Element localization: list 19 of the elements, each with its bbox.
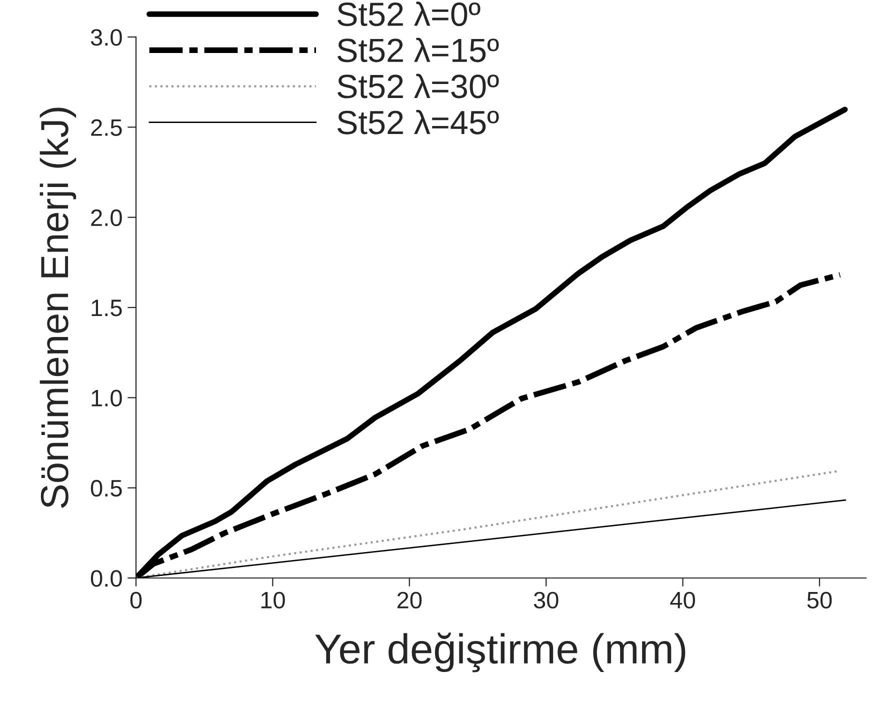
x-tick-label: 0 xyxy=(130,592,142,609)
x-tick-label: 40 xyxy=(670,592,696,609)
x-tick-label: 10 xyxy=(261,592,285,609)
y-tick-label: 1.5 xyxy=(92,300,122,316)
y-tick-label: 0.0 xyxy=(90,570,122,587)
legend-label: St52 λ=30º xyxy=(338,74,499,98)
y-tick-label: 2.5 xyxy=(91,119,122,136)
legend-label: St52 λ=15º xyxy=(338,38,499,62)
legend-label: St52 λ=0º xyxy=(338,2,480,26)
y-tick-label: 1.0 xyxy=(92,390,122,406)
x-tick-label: 50 xyxy=(807,592,832,609)
x-tick-label: 30 xyxy=(534,592,558,609)
y-tick-label: 2.0 xyxy=(91,209,122,226)
legend-label: St52 λ=45º xyxy=(338,110,499,134)
x-tick-label: 20 xyxy=(397,592,422,609)
y-tick-label: 0.5 xyxy=(90,480,122,497)
x-axis-title: Yer değiştirme (mm) xyxy=(315,632,686,672)
y-tick-label: 3.0 xyxy=(90,29,122,46)
y-axis-title: Sönümlenen Enerji (kJ) xyxy=(40,108,76,508)
